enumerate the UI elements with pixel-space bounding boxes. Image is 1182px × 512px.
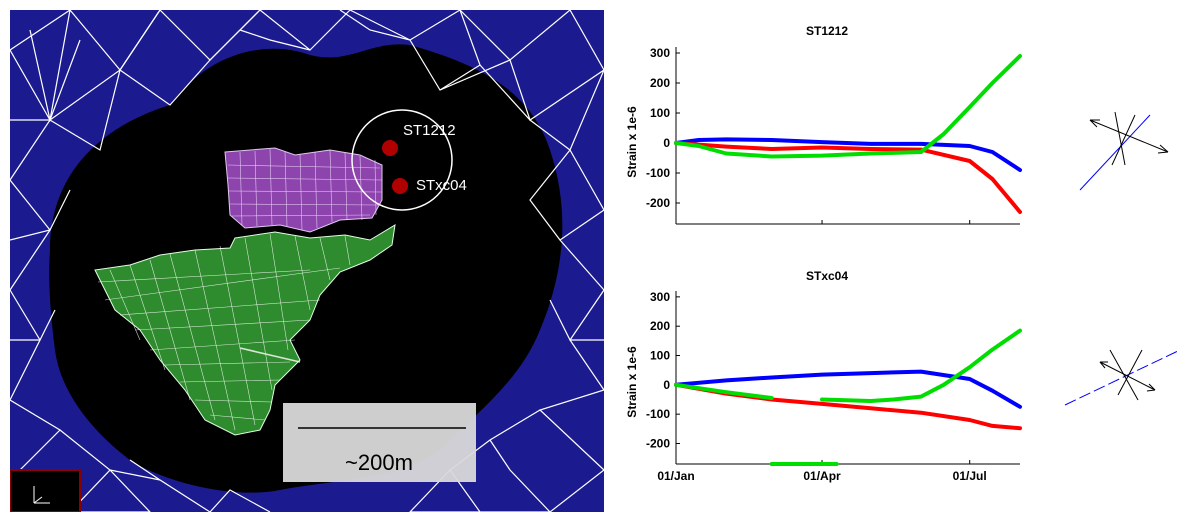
series-line — [674, 369, 1022, 409]
strain-glyph-st1212 — [1079, 111, 1169, 191]
series-line — [674, 141, 1022, 214]
series-line — [674, 54, 1022, 159]
x-tick-label: 01/Jul — [953, 469, 987, 483]
chart-series — [674, 328, 1022, 466]
y-tick-label: 0 — [663, 136, 670, 150]
station-circle — [351, 109, 453, 211]
y-axis-label: Strain x 1e-6 — [625, 346, 639, 418]
y-tick-label: 200 — [650, 76, 670, 90]
chart-axes: 300 200 100 0 -100 -200 01/Jan 01/Apr 01/Jul — [646, 290, 1020, 483]
y-tick-label: 100 — [650, 106, 670, 120]
strain-axis-line — [1111, 114, 1136, 166]
y-tick-label: -100 — [646, 166, 670, 180]
strain-charts: ST1212 Strain x 1e-6 3002001000-100-200 … — [625, 24, 1022, 483]
arrow-head-icon — [1146, 383, 1156, 392]
station-label-st1212: ST1212 — [403, 122, 456, 139]
strain-axis-line — [1114, 111, 1126, 166]
chart-title: STxc04 — [806, 269, 848, 283]
y-tick-label: 300 — [650, 290, 670, 304]
strain-axis-line — [1099, 361, 1156, 391]
x-tick-label: 01/Apr — [803, 469, 841, 483]
y-axis-label: Strain x 1e-6 — [625, 106, 639, 178]
strain-axis-line — [1089, 119, 1169, 153]
principal-direction-line — [1079, 114, 1151, 191]
arrow-head-icon — [1089, 119, 1100, 128]
arrow-head-icon — [1157, 144, 1169, 154]
y-tick-label: -200 — [646, 196, 670, 210]
series-line — [674, 382, 774, 400]
y-tick-label: 200 — [650, 319, 670, 333]
chart-axes: 300 200 100 0 -100 -200 — [646, 46, 1020, 225]
chart-stxc04: STxc04 Strain x 1e-6 300 200 100 0 -100 -200 0… — [625, 269, 1022, 483]
y-tick-label: -100 — [646, 407, 670, 421]
station-marker-st1212[interactable] — [382, 140, 398, 156]
y-tick-label: -200 — [646, 436, 670, 450]
chart-st1212: ST1212 Strain x 1e-6 300 200 100 0 -100 -200 — [625, 24, 1022, 225]
scale-bar-box — [283, 403, 476, 482]
y-tick-label: 0 — [663, 378, 670, 392]
axis-triad-inset — [10, 469, 81, 512]
scale-bar-label: ~200m — [345, 450, 413, 475]
series-line — [674, 137, 1022, 172]
lower-region-grid — [97, 233, 351, 431]
strain-axis-line — [1109, 349, 1139, 401]
chart-series — [674, 54, 1022, 214]
outer-mesh-fill — [10, 10, 604, 512]
mesh-map: ST1212 STxc04 ~200m — [10, 10, 604, 512]
lower-region — [94, 224, 396, 436]
upper-region — [224, 147, 383, 233]
series-line — [820, 328, 1022, 403]
x-tick-label: 01/Jan — [657, 469, 694, 483]
upper-region-grid — [227, 148, 383, 231]
strain-glyphs — [1064, 111, 1181, 406]
principal-direction-line — [1064, 349, 1181, 406]
strain-axis-line — [1117, 349, 1143, 396]
arrow-head-icon — [1099, 361, 1108, 369]
station-marker-stxc04[interactable] — [392, 178, 408, 194]
mesh-lines — [10, 10, 604, 512]
chart-title: ST1212 — [806, 24, 848, 38]
strain-glyph-stxc04 — [1064, 349, 1181, 406]
y-tick-label: 300 — [650, 46, 670, 60]
station-label-stxc04: STxc04 — [416, 177, 467, 194]
y-tick-label: 100 — [650, 349, 670, 363]
axis-triad-icon — [33, 486, 50, 504]
